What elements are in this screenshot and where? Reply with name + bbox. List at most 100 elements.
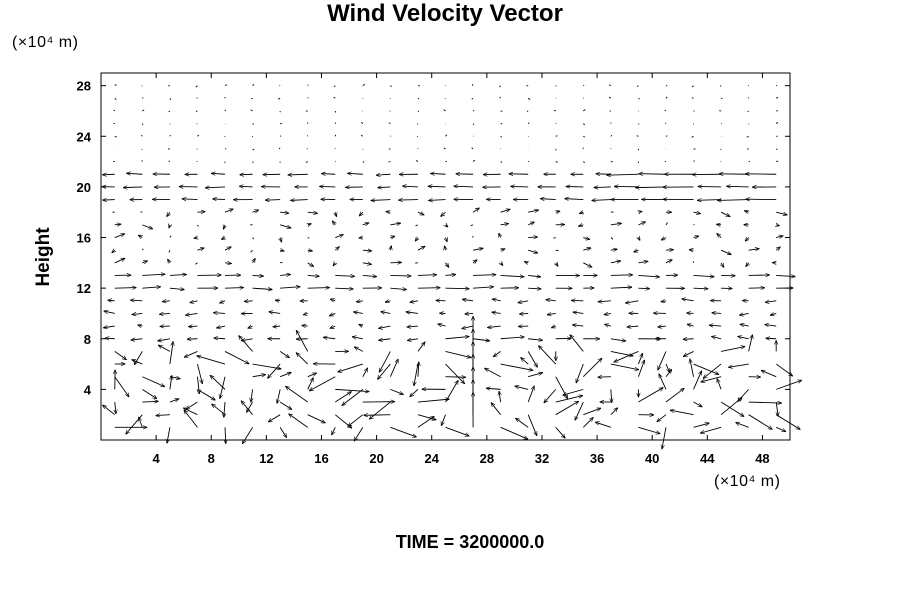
wind-vector — [168, 160, 171, 162]
wind-vector — [462, 299, 474, 300]
wind-vector — [114, 224, 121, 225]
wind-vector — [614, 351, 639, 362]
wind-vector — [445, 380, 459, 403]
wind-vector — [114, 258, 125, 264]
x-tick-label: 28 — [480, 451, 494, 466]
wind-vector — [417, 399, 449, 403]
wind-vector — [186, 313, 198, 315]
wind-vector — [190, 301, 198, 303]
wind-vector — [740, 324, 749, 326]
wind-vector — [217, 326, 226, 328]
wind-vector — [415, 224, 419, 227]
wind-vector — [683, 351, 694, 356]
wind-vector — [296, 353, 309, 365]
wind-vector — [658, 351, 667, 369]
wind-vector — [273, 326, 281, 327]
wind-vector — [638, 211, 641, 212]
wind-vector — [528, 288, 541, 289]
wind-vector — [745, 211, 749, 213]
wind-vector — [638, 388, 663, 403]
wind-vector — [126, 414, 143, 434]
wind-vector — [720, 211, 730, 216]
wind-vector — [438, 324, 446, 326]
wind-vector — [547, 313, 556, 314]
wind-vector — [662, 427, 667, 449]
wind-vector — [528, 373, 542, 378]
wind-vector — [736, 422, 749, 428]
wind-vector — [115, 401, 116, 414]
wind-vector — [527, 222, 534, 225]
wind-vector — [471, 83, 474, 86]
wind-vector — [693, 401, 703, 407]
wind-vector — [167, 427, 171, 443]
wind-vector — [661, 238, 667, 241]
wind-vector — [247, 401, 253, 412]
wind-vector — [528, 237, 537, 238]
wind-vector — [275, 300, 281, 301]
wind-vector — [252, 275, 264, 276]
wind-vector — [555, 249, 559, 252]
wind-vector — [194, 262, 198, 265]
wind-vector — [186, 401, 198, 409]
wind-vector — [776, 380, 801, 390]
wind-vector — [445, 363, 465, 384]
wind-vector — [499, 233, 501, 237]
wind-vector — [162, 301, 170, 302]
wind-vector — [362, 263, 372, 264]
wind-vector — [138, 325, 143, 326]
wind-vector — [141, 248, 144, 251]
wind-vector — [500, 426, 528, 439]
wind-vector — [242, 427, 253, 443]
wind-vector — [729, 363, 749, 367]
wind-vector — [638, 426, 660, 433]
wind-vector — [576, 363, 584, 383]
wind-vector — [214, 338, 226, 339]
wind-vector — [307, 97, 309, 99]
wind-vector — [399, 200, 418, 201]
wind-vector — [132, 313, 143, 314]
wind-vector — [224, 209, 233, 213]
wind-vector — [142, 376, 164, 387]
wind-vector — [390, 223, 400, 225]
wind-vector — [250, 109, 253, 112]
wind-vector — [307, 250, 313, 251]
wind-vector — [471, 147, 474, 150]
wind-vector — [637, 360, 644, 377]
wind-vector — [720, 249, 731, 254]
wind-vector — [252, 237, 255, 240]
wind-vector — [693, 288, 708, 289]
wind-vector — [775, 121, 779, 124]
wind-vector — [333, 263, 335, 266]
wind-vector — [362, 83, 365, 87]
wind-vector — [473, 260, 477, 263]
wind-vector — [446, 262, 449, 267]
wind-vector — [528, 249, 538, 253]
wind-vector — [553, 109, 556, 112]
wind-vector — [197, 376, 199, 394]
wind-vector — [465, 313, 474, 314]
wind-vector — [410, 389, 419, 396]
wind-vector — [687, 324, 694, 326]
wind-vector — [500, 135, 503, 138]
wind-vector — [280, 212, 289, 213]
wind-vector — [594, 187, 611, 188]
wind-vector — [302, 325, 308, 326]
x-tick-label: 12 — [259, 451, 273, 466]
wind-vector — [127, 173, 143, 174]
wind-vector — [691, 135, 694, 138]
wind-vector — [197, 356, 226, 365]
wind-vector — [499, 85, 501, 88]
wind-vector — [307, 262, 314, 267]
wind-vector — [354, 347, 364, 352]
wind-vector — [636, 85, 639, 87]
wind-vector — [693, 212, 701, 213]
wind-vector — [775, 414, 800, 430]
wind-vector — [748, 414, 772, 430]
wind-vector — [445, 288, 470, 289]
wind-vector — [360, 134, 364, 137]
wind-vector — [130, 300, 143, 301]
wind-vector — [389, 359, 398, 377]
wind-vector — [390, 246, 391, 250]
chart-title: Wind Velocity Vector — [327, 0, 563, 27]
wind-vector — [220, 301, 226, 303]
